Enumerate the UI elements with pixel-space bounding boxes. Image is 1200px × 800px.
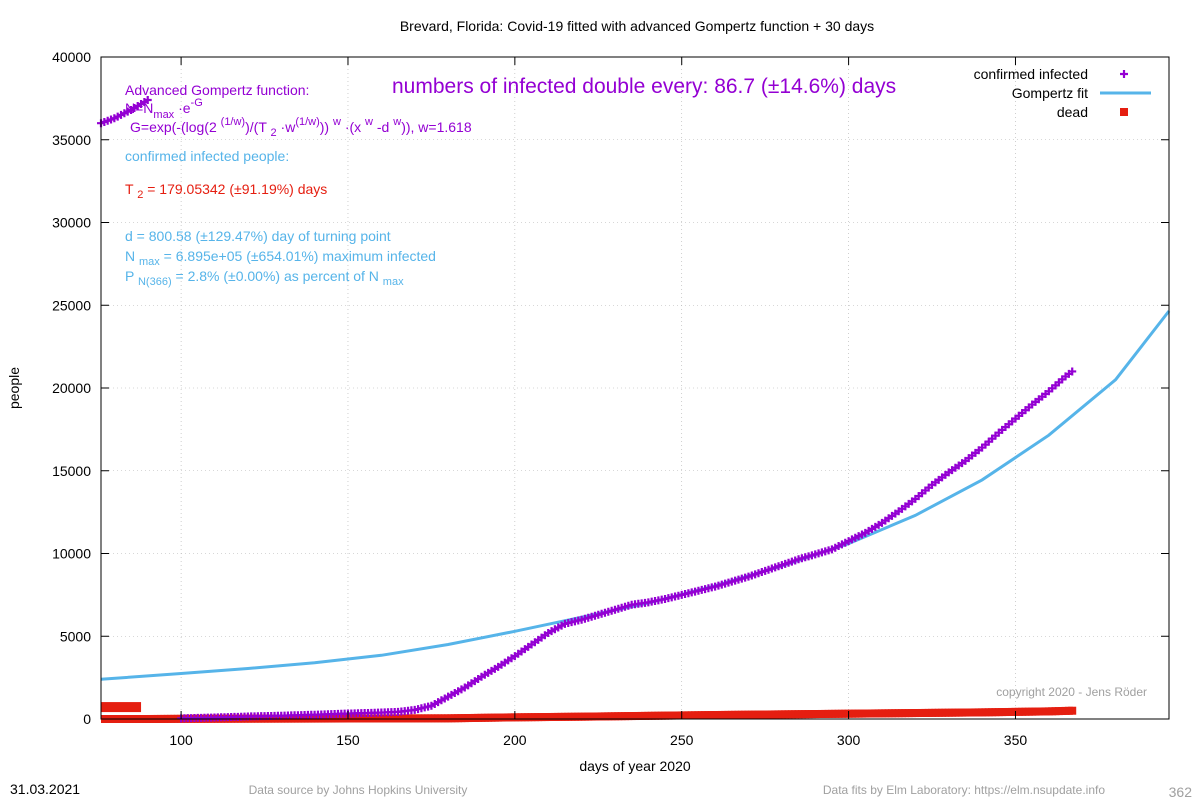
dead-marker: [1068, 706, 1077, 715]
infected-marker: [143, 96, 152, 105]
y-tick-label: 35000: [52, 132, 91, 148]
footer-source: Data source by Johns Hopkins University: [249, 783, 468, 797]
y-axis-label: people: [6, 367, 22, 409]
dead-marker-cluster: [101, 702, 142, 713]
x-tick-label: 350: [1004, 732, 1028, 748]
legend-label-infected: confirmed infected: [974, 66, 1088, 82]
legend: confirmed infected Gompertz fit dead: [974, 66, 1151, 120]
y-tick-label: 30000: [52, 215, 91, 231]
formula-g: G=exp(-(log(2 (1/w))/(T 2 ·w(1/w))) w ·(…: [130, 116, 472, 139]
legend-symbols: [1100, 70, 1151, 116]
legend-symbol-dead: [1120, 108, 1128, 116]
x-tick-label: 150: [336, 732, 360, 748]
turning-point-annotation: d = 800.58 (±129.47%) day of turning poi…: [125, 228, 391, 244]
confirmed-infected-label: confirmed infected people:: [125, 148, 289, 164]
doubling-annotation: numbers of infected double every: 86.7 (…: [392, 75, 896, 98]
y-tick-label: 10000: [52, 546, 91, 562]
formula-n: N=Nmax ·e-G: [125, 97, 203, 121]
x-tick-label: 300: [837, 732, 861, 748]
legend-label-fit: Gompertz fit: [1012, 85, 1088, 101]
gompertz-fit-line: [100, 310, 1171, 681]
y-tick-label: 0: [83, 711, 91, 727]
y-tick-label: 40000: [52, 49, 91, 65]
footer-fits: Data fits by Elm Laboratory: https://elm…: [823, 783, 1105, 797]
x-axis-label: days of year 2020: [579, 758, 691, 774]
footer-date: 31.03.2021: [10, 781, 80, 797]
y-tick-label: 15000: [52, 463, 91, 479]
nmax-annotation: N max = 6.895e+05 (±654.01%) maximum inf…: [125, 248, 436, 268]
infected-marker: [1068, 367, 1077, 376]
x-tick-label: 250: [670, 732, 694, 748]
y-tick-label: 20000: [52, 380, 91, 396]
legend-label-dead: dead: [1057, 104, 1088, 120]
footer-page-number: 362: [1169, 784, 1193, 800]
axis-ticks: 100 150 200 250 300 350 0 5000 10000 15000 20000 25…: [52, 49, 1169, 748]
x-tick-label: 100: [169, 732, 193, 748]
legend-symbol-infected: [1120, 70, 1128, 78]
copyright-note: copyright 2020 - Jens Röder: [996, 685, 1147, 699]
t2-annotation: T 2 = 179.05342 (±91.19%) days: [125, 181, 327, 201]
formula-title: Advanced Gompertz function:: [125, 82, 309, 98]
percent-annotation: P N(366) = 2.8% (±0.00%) as percent of N…: [125, 268, 404, 288]
chart-title: Brevard, Florida: Covid-19 fitted with a…: [400, 18, 874, 34]
y-tick-label: 25000: [52, 297, 91, 313]
y-tick-label: 5000: [60, 628, 91, 644]
x-tick-label: 200: [503, 732, 527, 748]
